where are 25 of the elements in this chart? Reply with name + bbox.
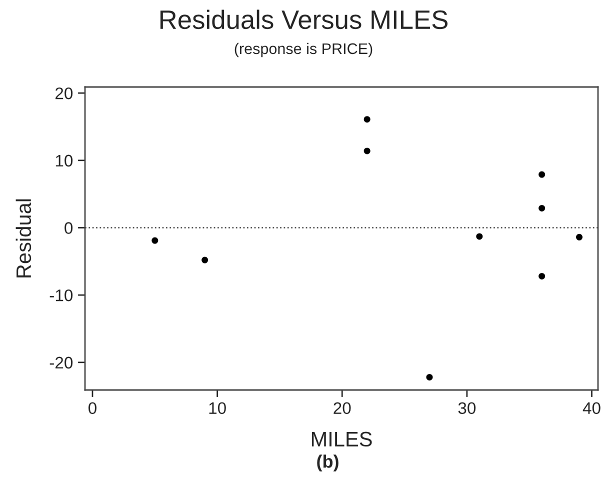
text: (b) (317, 454, 338, 472)
point (152, 237, 158, 244)
y-tick-label: 20 (55, 87, 73, 100)
x-tick-label: 20 (334, 402, 351, 414)
y-axis-title: Residual (16, 199, 32, 278)
x-axis-title: MILES (312, 432, 372, 447)
point (364, 116, 370, 123)
y-tick-label: -10 (50, 289, 73, 302)
x-tick-label: 0 (88, 402, 96, 414)
point (364, 148, 370, 154)
x-tick-label: 30 (458, 402, 476, 414)
chart-title: Residuals Versus MILES (160, 10, 448, 30)
y-tick-label: -20 (50, 356, 73, 369)
point (202, 256, 208, 264)
y-tick-label: 10 (56, 154, 73, 167)
chart-subtitle: (response is PRICE) (234, 42, 372, 58)
point (426, 374, 433, 380)
point (576, 234, 583, 240)
x-tick-label: 40 (582, 402, 600, 414)
y-tick-label: 0 (64, 222, 73, 234)
point (476, 233, 483, 240)
x-tick-label: 10 (209, 402, 226, 414)
point (538, 171, 546, 178)
point (538, 204, 546, 212)
point (538, 272, 546, 280)
